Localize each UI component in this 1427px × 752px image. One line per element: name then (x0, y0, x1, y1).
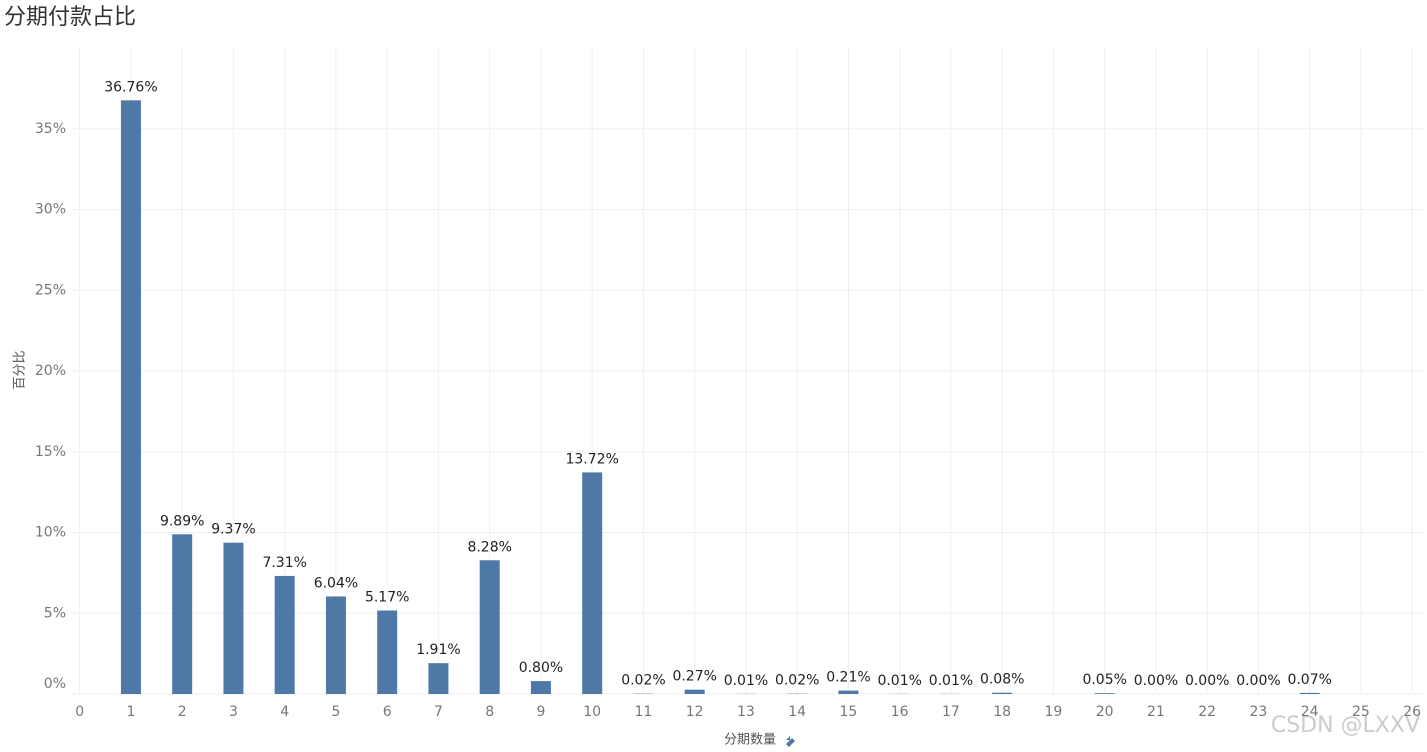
pin-icon (786, 736, 795, 747)
x-tick-label: 0 (75, 704, 84, 720)
bar (377, 610, 398, 694)
value-label: 0.05% (1082, 672, 1126, 688)
x-tick-label: 20 (1096, 704, 1114, 720)
x-tick-label: 11 (635, 704, 653, 720)
x-tick-label: 4 (280, 704, 289, 720)
chart-title: 分期付款占比 (4, 5, 136, 30)
value-label: 36.76% (104, 79, 157, 95)
x-axis-label: 分期数量 (724, 733, 776, 748)
x-tick-label: 15 (840, 704, 858, 720)
value-label: 1.91% (416, 642, 460, 658)
x-tick-label: 14 (788, 704, 806, 720)
value-label: 0.80% (519, 660, 563, 676)
x-tick-label: 26 (1403, 704, 1421, 720)
x-tick-label: 12 (686, 704, 704, 720)
x-tick-label: 21 (1147, 704, 1165, 720)
x-tick-label: 24 (1301, 704, 1319, 720)
x-tick-label: 7 (434, 704, 443, 720)
value-label: 0.00% (1236, 673, 1280, 689)
y-axis-label: 百分比 (13, 350, 28, 389)
bar (172, 534, 193, 694)
value-label: 7.31% (262, 555, 306, 571)
x-tick-label: 2 (178, 704, 187, 720)
x-tick-label: 8 (485, 704, 494, 720)
value-label: 0.01% (929, 673, 973, 689)
value-label: 0.08% (980, 672, 1024, 688)
bar (530, 681, 551, 694)
x-tick-label: 23 (1250, 704, 1268, 720)
bar (274, 575, 295, 694)
x-tick-label: 17 (942, 704, 960, 720)
x-tick-label: 13 (737, 704, 755, 720)
y-tick-label: 10% (35, 525, 66, 541)
y-tick-label: 15% (35, 444, 66, 460)
x-tick-label: 10 (583, 704, 601, 720)
x-tick-label: 18 (993, 704, 1011, 720)
value-label: 0.01% (724, 673, 768, 689)
bar (428, 663, 449, 694)
bar (1094, 693, 1115, 694)
y-tick-label: 25% (35, 282, 66, 298)
value-label: 0.07% (1287, 672, 1331, 688)
bar (582, 472, 603, 694)
value-label: 8.28% (467, 539, 511, 555)
value-label: 0.00% (1134, 673, 1178, 689)
value-label: 0.21% (826, 670, 870, 686)
value-label: 0.02% (621, 673, 665, 689)
x-tick-label: 1 (126, 704, 135, 720)
value-label: 5.17% (365, 590, 409, 606)
bar (684, 689, 705, 694)
bar (325, 596, 346, 694)
y-tick-label: 20% (35, 363, 66, 379)
x-tick-label: 19 (1045, 704, 1063, 720)
bar (838, 690, 859, 694)
bar (992, 692, 1013, 694)
value-label: 0.00% (1185, 673, 1229, 689)
value-label: 6.04% (314, 575, 358, 591)
bar (479, 560, 500, 694)
value-label: 9.37% (211, 522, 255, 538)
y-tick-label: 5% (44, 605, 66, 621)
x-tick-label: 3 (229, 704, 238, 720)
value-label: 0.02% (775, 673, 819, 689)
x-tick-label: 5 (331, 704, 340, 720)
y-tick-label: 35% (35, 121, 66, 137)
bar (223, 542, 244, 694)
value-label: 13.72% (565, 451, 618, 467)
bar (120, 100, 141, 695)
y-tick-label: 30% (35, 202, 66, 218)
x-tick-label: 9 (536, 704, 545, 720)
x-tick-label: 22 (1198, 704, 1216, 720)
y-tick-label: 0% (44, 676, 66, 692)
x-tick-label: 16 (891, 704, 909, 720)
x-tick-label: 6 (383, 704, 392, 720)
value-label: 0.01% (877, 673, 921, 689)
watermark: CSDN @LXXV (1271, 713, 1420, 738)
value-label: 9.89% (160, 513, 204, 529)
bar (1299, 692, 1320, 694)
x-tick-label: 25 (1352, 704, 1370, 720)
value-label: 0.27% (672, 669, 716, 685)
